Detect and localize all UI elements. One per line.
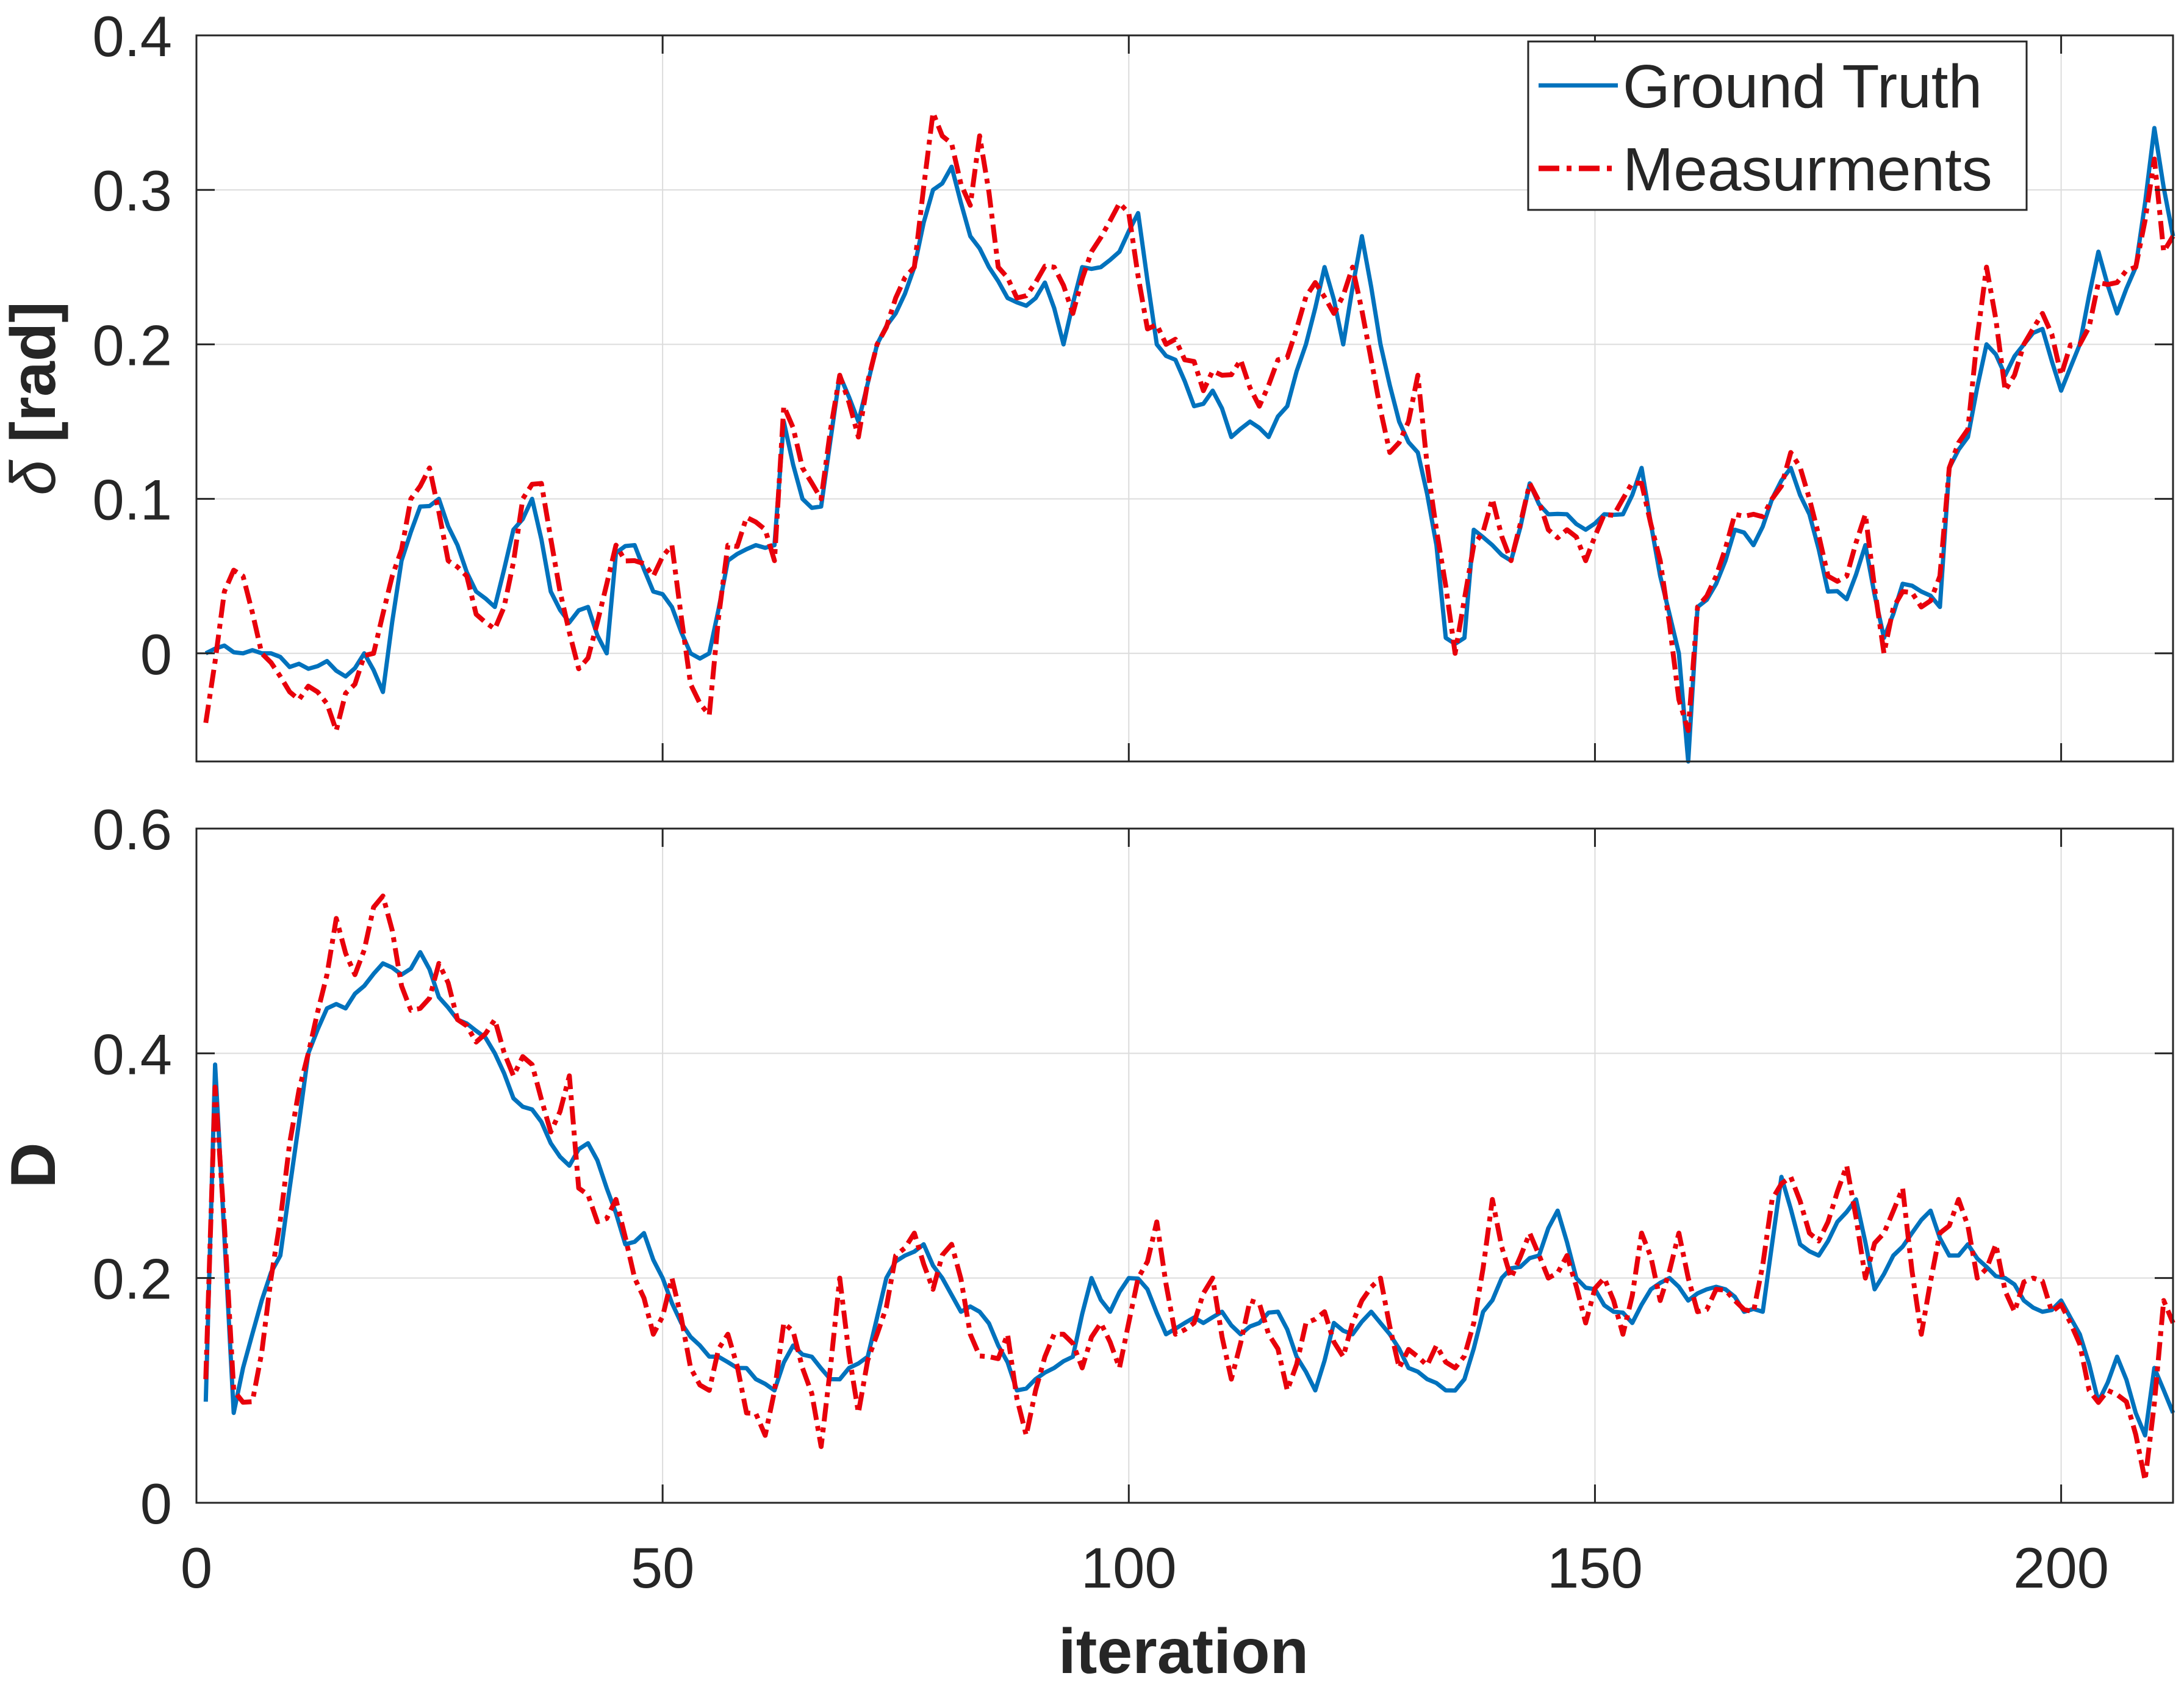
x-tick-labels: 0 50 100 150 200: [181, 1536, 2109, 1600]
delta-ylabel-symbol: δ: [0, 459, 69, 495]
x-tick-label: 50: [631, 1536, 695, 1600]
legend: Ground Truth Measurments: [1527, 40, 2028, 211]
d-ytick-label: 0.4: [92, 1022, 172, 1086]
delta-axes-box: [195, 34, 2174, 763]
legend-measurements-label: Measurments: [1623, 135, 1992, 204]
delta-ytick-label: 0: [140, 622, 172, 686]
delta-measurements-line: [203, 110, 2175, 733]
delta-ticks: 0 0.1 0.2 0.3 0.4: [92, 4, 2173, 761]
delta-ytick-label: 0.4: [92, 4, 172, 68]
d-axes-box: [195, 827, 2174, 1504]
d-measurements-line: [203, 893, 2175, 1483]
legend-box: [1527, 40, 2028, 211]
delta-ylabel: δ [rad]: [0, 301, 69, 495]
d-ytick-label: 0.2: [92, 1247, 172, 1311]
d-ytick-label: 0.6: [92, 797, 172, 862]
d-ylabel: D: [0, 1142, 69, 1188]
x-tick-label: 100: [1081, 1536, 1177, 1600]
d-ground-truth-line: [203, 950, 2175, 1438]
delta-ylabel-unit: [rad]: [0, 301, 69, 442]
x-tick-label: 200: [2013, 1536, 2109, 1600]
x-axis-label: iteration: [1058, 1616, 1309, 1684]
d-ytick-label: 0: [140, 1472, 172, 1536]
delta-ground-truth-line: [204, 126, 2175, 764]
delta-ytick-label: 0.2: [92, 313, 172, 377]
delta-subplot: 0 0.1 0.2 0.3 0.4 δ [rad] Ground Truth Measu…: [0, 4, 2175, 764]
d-subplot: 0 0.2 0.4 0.6 D: [0, 797, 2175, 1536]
legend-ground-truth-label: Ground Truth: [1623, 52, 1982, 121]
delta-ytick-label: 0.3: [92, 159, 172, 223]
x-tick-label: 0: [181, 1536, 212, 1600]
delta-series: [203, 110, 2175, 764]
delta-ytick-label: 0.1: [92, 468, 172, 532]
d-ticks: 0 0.2 0.4 0.6: [92, 797, 2173, 1536]
x-tick-label: 150: [1547, 1536, 1643, 1600]
d-series: [203, 893, 2175, 1483]
